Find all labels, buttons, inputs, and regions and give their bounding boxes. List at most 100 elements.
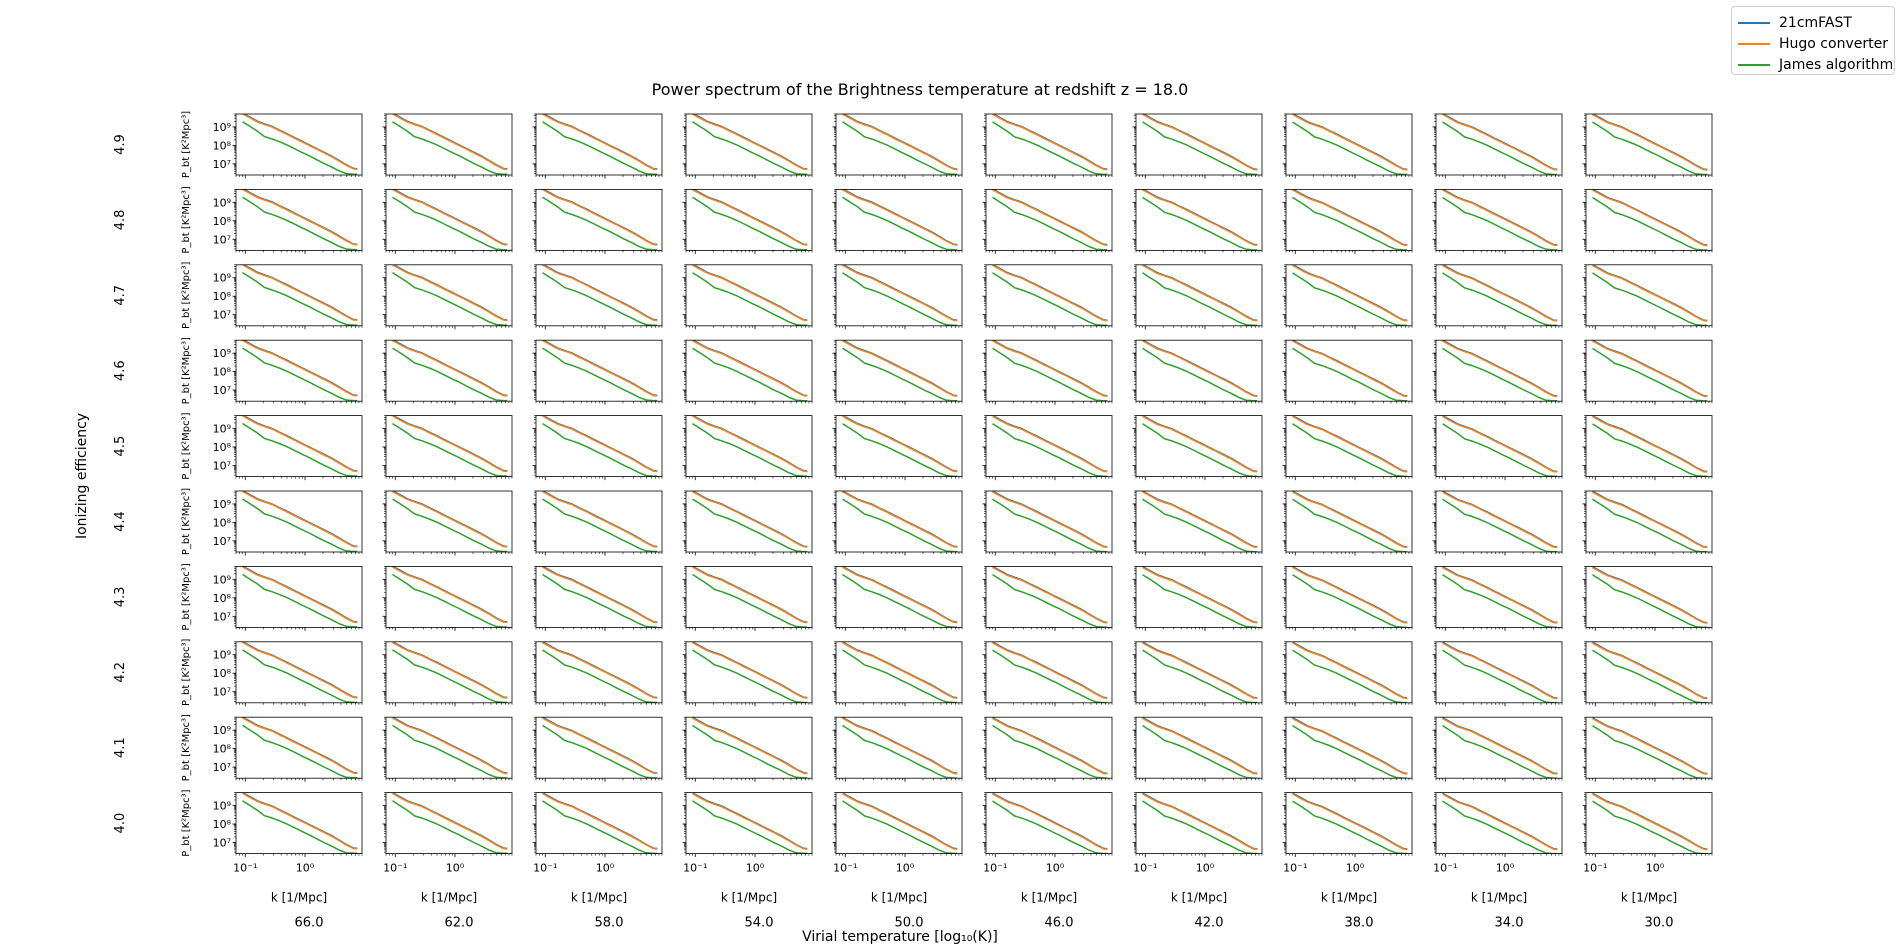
series-line-james-algorithm [542, 498, 658, 552]
panel-frame [1285, 641, 1413, 704]
panel-frame [535, 113, 663, 176]
series-line-james-algorithm [242, 422, 358, 477]
panel-frame [535, 339, 663, 402]
panel-series-group [1592, 415, 1708, 477]
series-line-james-algorithm [392, 573, 508, 628]
series-line-hugo-converter [542, 415, 658, 473]
panel [1432, 188, 1563, 254]
y-tick-label: 10⁹ [213, 272, 231, 285]
panel-frame [835, 566, 963, 628]
panel [1282, 415, 1413, 481]
panel [382, 113, 513, 179]
series-line-james-algorithm [1592, 649, 1708, 703]
panel-series-group [1142, 415, 1258, 477]
series-line-hugo-converter [692, 340, 808, 397]
y-tick-label: 10⁸ [213, 441, 232, 454]
series-line-hugo-converter [1292, 566, 1408, 624]
series-line-james-algorithm [992, 347, 1108, 402]
panel-series-group [542, 566, 658, 628]
panel-series-group [842, 491, 958, 552]
panel [1282, 264, 1413, 330]
panel-series-group [992, 491, 1108, 552]
panel-series-group [542, 415, 658, 477]
panel-series-group [392, 264, 508, 326]
y-tick-label: 10⁸ [213, 290, 232, 303]
panel-frame [235, 490, 363, 553]
panel [832, 339, 963, 405]
panel [1582, 641, 1713, 707]
series-line-hugo-converter [1592, 189, 1708, 247]
series-line-james-algorithm [542, 121, 658, 175]
row-label: 4.3 [113, 587, 128, 608]
series-line-hugo-converter [1292, 415, 1408, 473]
panel-series-group [842, 264, 958, 326]
series-line-hugo-converter [1292, 114, 1408, 171]
panel-series-group [242, 114, 358, 175]
panel [532, 716, 663, 782]
series-line-james-algorithm [842, 272, 958, 326]
y-tick-label: 10⁸ [213, 667, 232, 680]
panel [832, 113, 963, 179]
panel [1132, 188, 1263, 254]
series-line-james-algorithm [842, 423, 958, 477]
row-label: 4.6 [113, 360, 128, 381]
panel-series-group [1442, 189, 1558, 251]
series-line-hugo-converter [1442, 566, 1558, 624]
series-line-hugo-converter [1292, 491, 1408, 549]
panel-series-group [242, 415, 358, 477]
panel-frame [685, 716, 813, 779]
panel [532, 415, 663, 481]
series-line-hugo-converter [1292, 340, 1408, 398]
panel-frame [685, 264, 813, 327]
y-axis-label: P_bt [K²Mpc³] [181, 714, 192, 781]
panel-frame [1585, 188, 1713, 251]
panel [682, 339, 813, 405]
panel [1582, 566, 1713, 631]
series-line-james-algorithm [692, 196, 808, 251]
panel [982, 339, 1113, 405]
series-line-hugo-converter [692, 641, 808, 699]
panel-frame [535, 490, 663, 553]
series-line-hugo-converter [692, 566, 808, 624]
panel-frame [835, 641, 963, 704]
panel [1132, 415, 1263, 481]
y-tick-label: 10⁹ [213, 649, 231, 662]
series-line-james-algorithm [1592, 574, 1708, 628]
series-line-hugo-converter [1442, 264, 1558, 322]
panel-frame [1285, 113, 1413, 176]
series-line-hugo-converter [842, 189, 958, 246]
panel: 10⁷ 10⁸ 10⁹ P_bt [K²Mpc³] [181, 563, 363, 631]
panel-frame [1435, 339, 1563, 402]
series-line-hugo-converter [842, 491, 958, 548]
series-line-hugo-converter [842, 114, 958, 171]
panel [1582, 490, 1713, 556]
panel-frame [1285, 415, 1413, 478]
series-line-james-algorithm [1292, 498, 1408, 552]
series-line-james-algorithm [242, 498, 358, 552]
panel [832, 641, 963, 707]
panel-series-group [1442, 114, 1558, 175]
panel [1132, 264, 1263, 330]
panel: 10⁷ 10⁸ 10⁹ P_bt [K²Mpc³] [181, 714, 363, 782]
y-tick-label: 10⁹ [213, 121, 231, 134]
panel [1432, 415, 1563, 481]
series-line-james-algorithm [542, 573, 658, 628]
panel-frame [235, 264, 363, 327]
series-line-hugo-converter [1592, 114, 1708, 171]
panel-frame [235, 339, 363, 402]
panel [1432, 566, 1563, 631]
series-line-hugo-converter [1142, 340, 1258, 398]
panel-frame [1135, 415, 1263, 478]
panel-series-group [842, 340, 958, 402]
series-line-hugo-converter [692, 717, 808, 775]
panel: 10⁷ 10⁸ 10⁹ P_bt [K²Mpc³] [181, 488, 363, 556]
panel-series-group [1592, 566, 1708, 628]
panel [1432, 339, 1563, 405]
y-tick-label: 10⁷ [213, 535, 231, 548]
panel-frame [385, 566, 513, 628]
panel-series-group [992, 264, 1108, 326]
series-line-james-algorithm [392, 724, 508, 779]
panel [532, 113, 663, 179]
series-line-hugo-converter [392, 189, 508, 246]
panel-frame [985, 415, 1113, 478]
